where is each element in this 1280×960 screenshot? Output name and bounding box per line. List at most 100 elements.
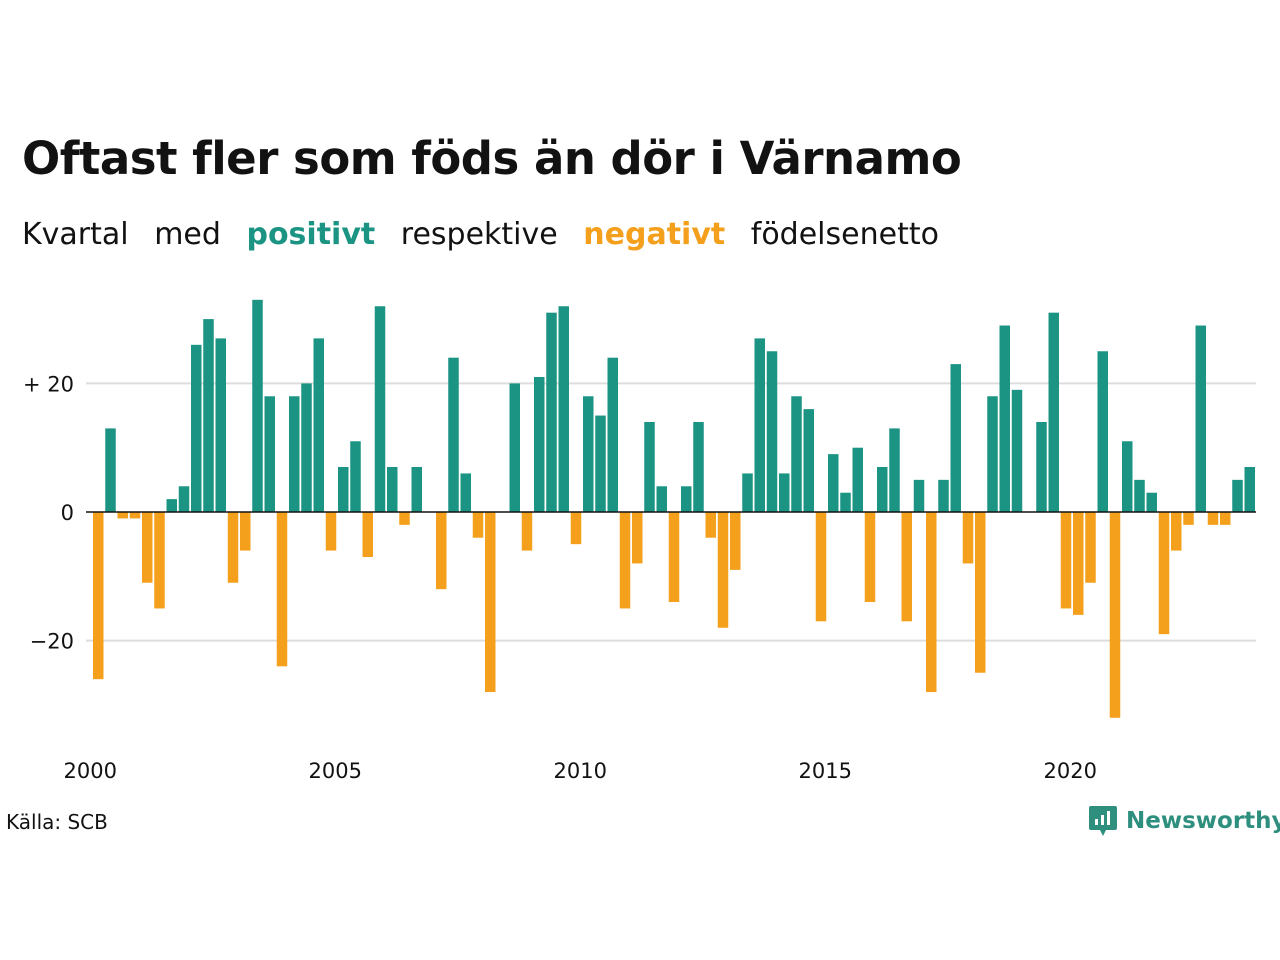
newsworthy-logo-icon (1089, 806, 1117, 836)
bar-q89 (1171, 512, 1182, 551)
bar-q69 (926, 512, 937, 693)
bar-q27 (411, 466, 422, 512)
bar-q57 (779, 473, 790, 512)
bar-q72 (962, 512, 974, 564)
bar-q16 (276, 512, 288, 667)
bar-q30 (448, 357, 459, 512)
bar-q87 (1146, 492, 1157, 512)
bar-q85 (1122, 441, 1133, 512)
bar-q8 (178, 486, 190, 512)
bar-q5 (142, 512, 153, 583)
bar-q10 (203, 319, 214, 512)
bar-q21 (338, 466, 349, 512)
bar-q23 (362, 512, 373, 558)
bar-q26 (399, 512, 410, 525)
bar-q15 (264, 396, 275, 512)
bar-q55 (754, 338, 765, 512)
bar-q63 (852, 447, 863, 512)
bar-q33 (485, 512, 496, 693)
bar-q81 (1073, 512, 1084, 615)
bar-q54 (742, 473, 753, 512)
bar-q43 (607, 357, 618, 512)
x-tick-label: 2010 (554, 759, 607, 783)
bar-q94 (1232, 479, 1243, 512)
bar-q56 (766, 351, 778, 512)
bar-q65 (877, 466, 888, 512)
bar-q24 (374, 306, 386, 512)
chart-subtitle: Kvartal med positivt respektive negativt… (22, 217, 955, 252)
bar-q64 (864, 512, 876, 603)
subtitle-positive-word: positivt (246, 217, 376, 252)
bar-q67 (901, 512, 912, 622)
subtitle-negative-word: negativt (583, 217, 726, 252)
bar-q2 (105, 428, 116, 512)
bar-q70 (938, 479, 949, 512)
bar-q62 (840, 492, 851, 512)
bar-q75 (999, 325, 1010, 512)
x-tick-label: 2015 (799, 759, 852, 783)
bar-q71 (950, 364, 961, 512)
bar-q48 (668, 512, 680, 603)
bar-q49 (681, 486, 692, 512)
bar-q41 (583, 396, 594, 512)
bar-q44 (619, 512, 631, 609)
bar-q73 (975, 512, 986, 673)
bar-q1 (93, 512, 104, 680)
bar-q37 (534, 376, 545, 512)
bar-q68 (913, 479, 925, 512)
bar-q92 (1207, 512, 1219, 525)
bar-q9 (191, 344, 202, 512)
x-tick-label: 2000 (64, 759, 117, 783)
chart-title: Oftast fler som föds än dör i Värnamo (22, 132, 962, 185)
bar-q59 (803, 409, 814, 512)
bar-q78 (1036, 421, 1047, 512)
bar-q14 (252, 299, 263, 512)
bar-q42 (595, 415, 606, 512)
bar-q84 (1109, 512, 1121, 718)
brand-logo: Newsworthy (1088, 804, 1280, 838)
bar-q80 (1060, 512, 1072, 609)
bar-q31 (460, 473, 471, 512)
bar-q83 (1097, 351, 1108, 512)
bars (93, 299, 1255, 718)
bar-q7 (166, 499, 177, 512)
bar-q6 (154, 512, 165, 609)
bar-q25 (387, 466, 398, 512)
bar-q66 (889, 428, 900, 512)
bar-q91 (1195, 325, 1206, 512)
bar-q74 (987, 396, 998, 512)
bar-q17 (289, 396, 300, 512)
bar-q22 (350, 441, 361, 512)
y-tick-label: −20 (30, 630, 74, 654)
subtitle-text-med: med (154, 217, 221, 252)
bar-q18 (301, 383, 312, 512)
bar-q50 (693, 421, 704, 512)
bar-q52 (717, 512, 729, 628)
y-tick-label: + 20 (23, 372, 74, 396)
bar-q51 (705, 512, 716, 538)
brand-name: Newsworthy (1126, 808, 1280, 834)
x-tick-label: 2005 (309, 759, 362, 783)
bar-q86 (1134, 479, 1145, 512)
bar-q19 (313, 338, 324, 512)
source-note: Källa: SCB (6, 810, 108, 834)
bar-q20 (325, 512, 337, 551)
bar-q88 (1158, 512, 1170, 635)
bar-q36 (521, 512, 533, 551)
bar-q58 (791, 396, 802, 512)
bar-q40 (570, 512, 582, 545)
bar-q93 (1220, 512, 1231, 525)
bar-q32 (472, 512, 484, 538)
x-tick-label: 2020 (1044, 759, 1097, 783)
bar-q82 (1085, 512, 1096, 583)
axes: + 20 0 −20 2000 2005 2010 2015 2020 (23, 372, 1256, 783)
y-tick-label: 0 (61, 501, 74, 525)
bar-q79 (1048, 312, 1059, 512)
bar-q12 (227, 512, 239, 583)
subtitle-text-kvartal: Kvartal (22, 217, 129, 252)
bar-q45 (632, 512, 643, 564)
bar-q76 (1011, 389, 1023, 512)
subtitle-text-fodelsenetto: födelsenetto (750, 217, 939, 252)
bar-q11 (215, 338, 226, 512)
bar-q60 (815, 512, 827, 622)
